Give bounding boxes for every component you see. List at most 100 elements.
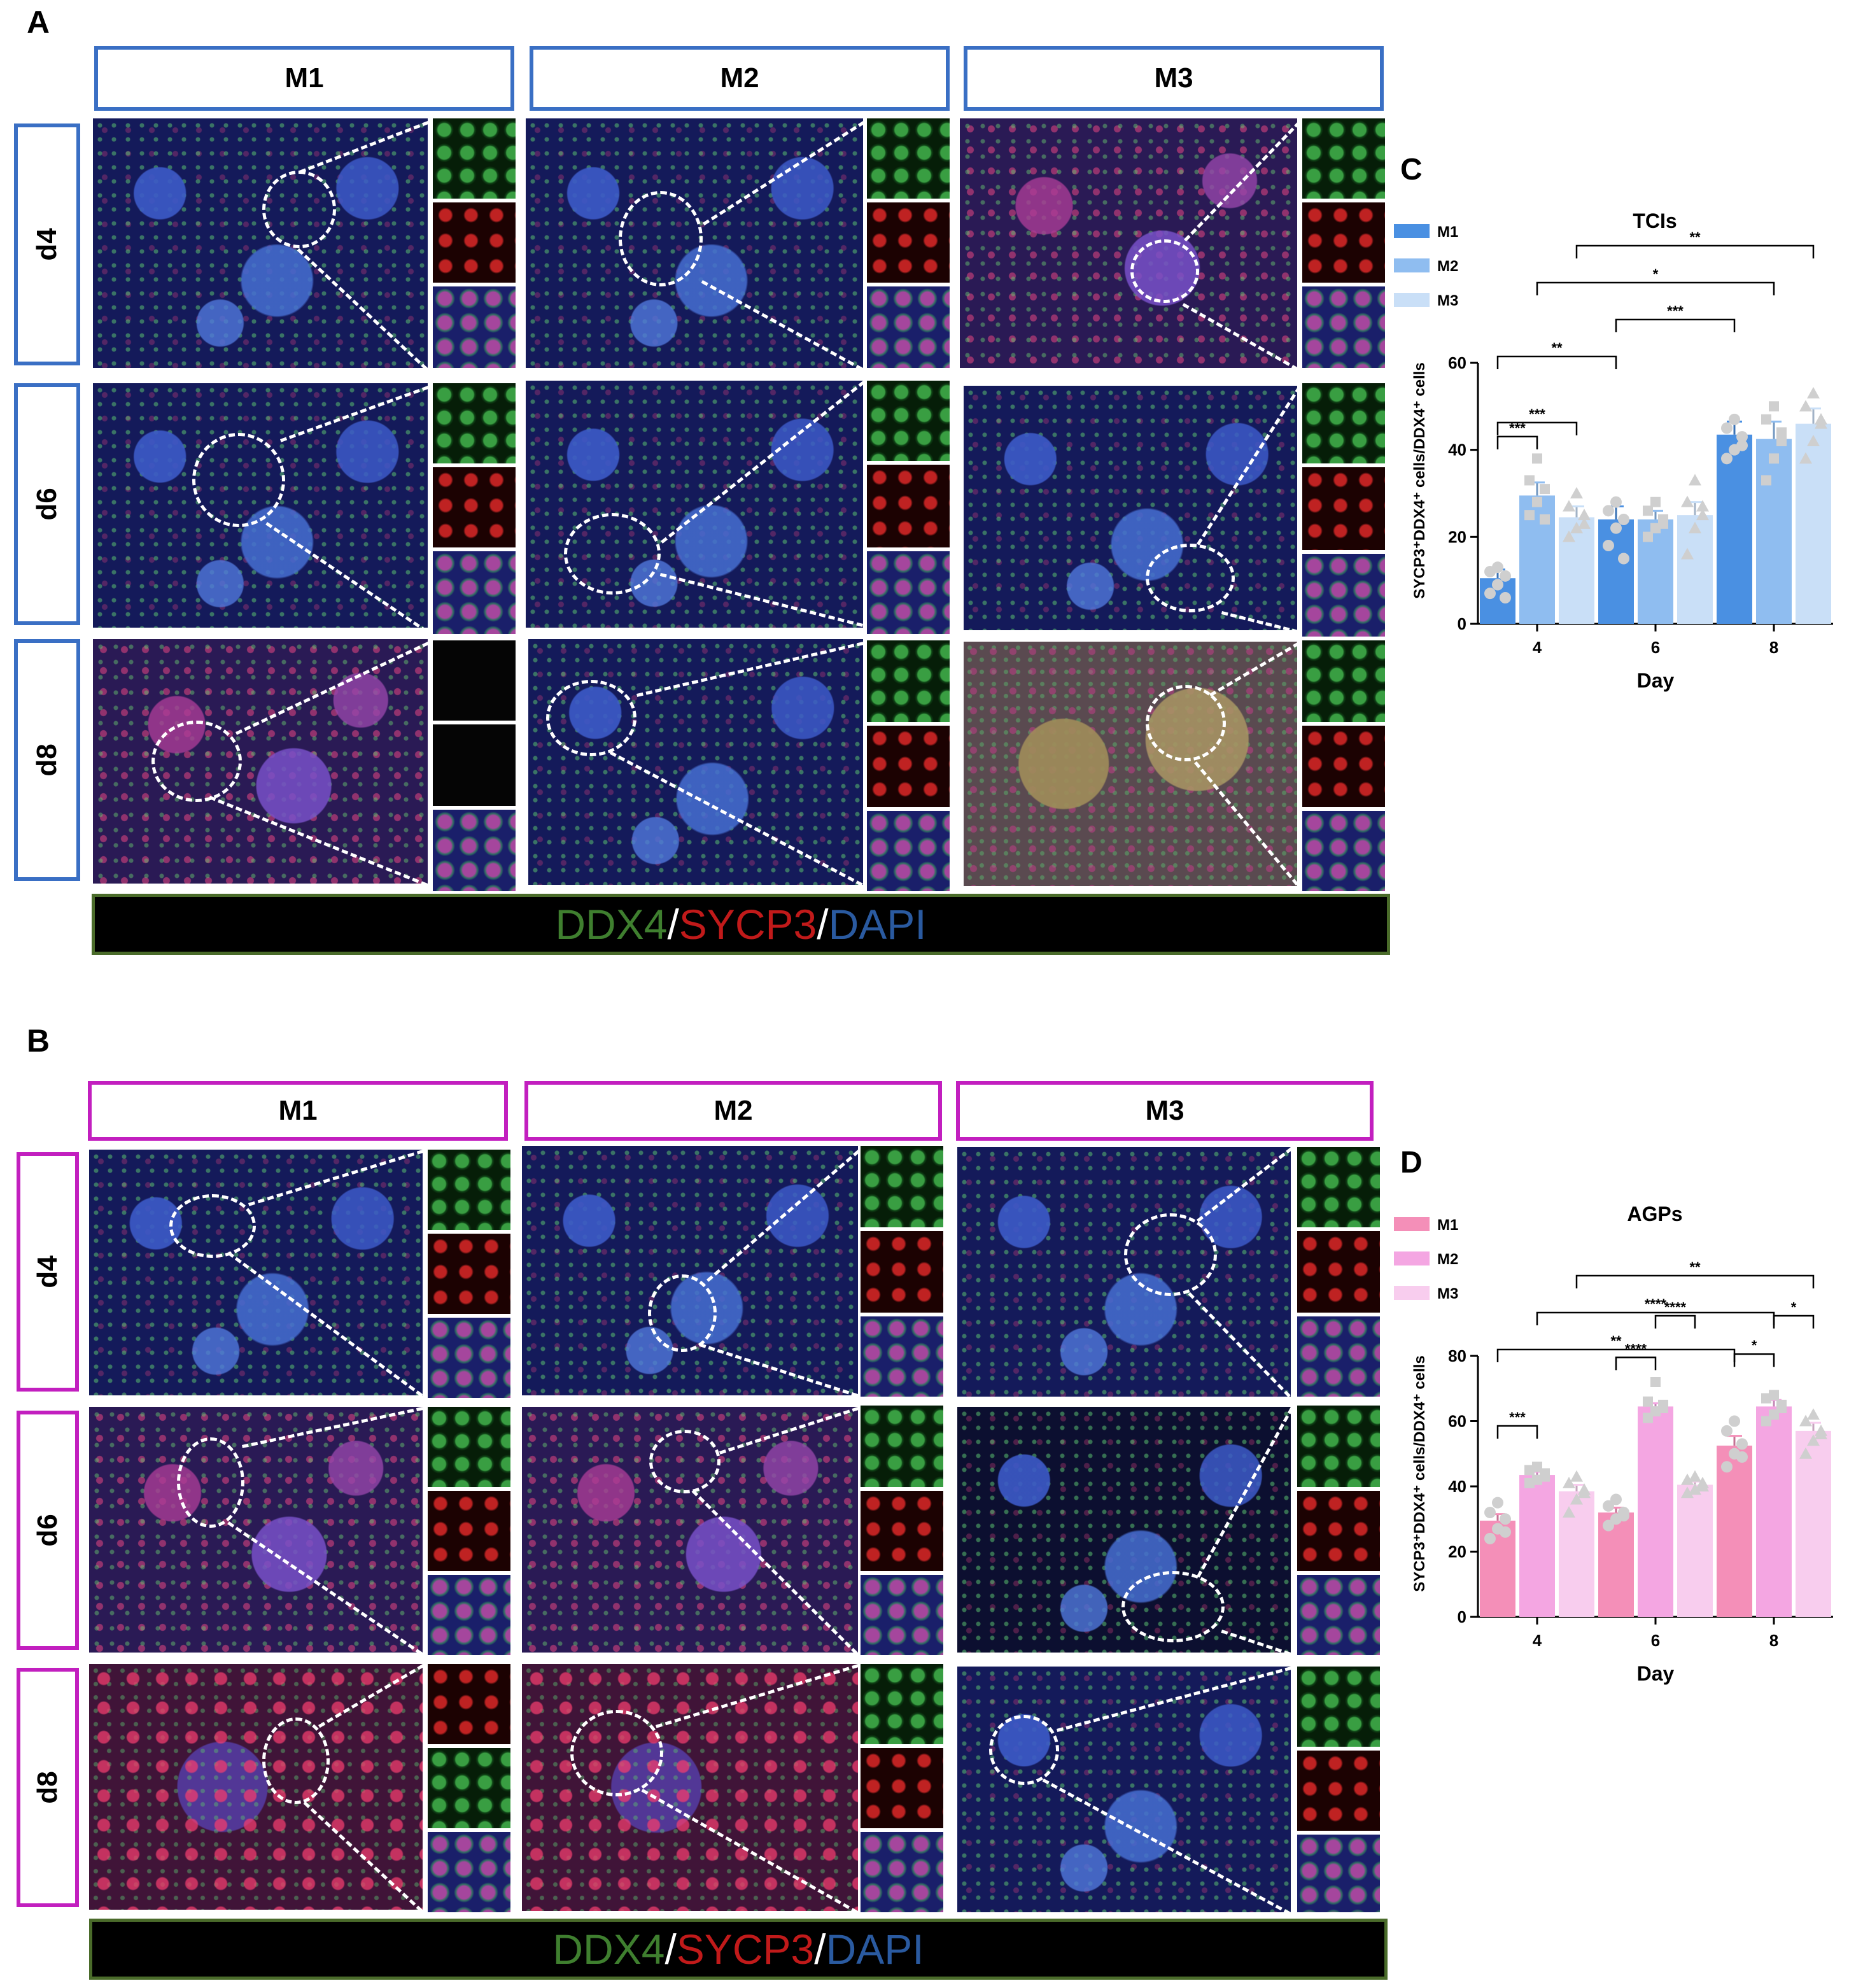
data-point xyxy=(1500,1526,1511,1538)
data-point xyxy=(1618,553,1629,565)
micrograph-a-m3-d8 xyxy=(964,642,1297,886)
data-point xyxy=(1643,505,1653,516)
legend-swatch xyxy=(1394,1251,1430,1265)
micrograph-a-m2-d8 xyxy=(528,639,863,885)
x-tick-label: 8 xyxy=(1769,1631,1778,1650)
significance-label: *** xyxy=(1509,1409,1526,1425)
inset-a-m2-d4-merge xyxy=(867,286,950,368)
data-point xyxy=(1603,1519,1614,1532)
data-point xyxy=(1610,1493,1622,1505)
significance-label: ** xyxy=(1689,229,1701,245)
panel-b-stain-legend: DDX4/SYCP3/DAPI xyxy=(89,1919,1388,1980)
chart-title: AGPs xyxy=(1627,1202,1682,1225)
inset-b-m1-d8-merge xyxy=(428,1832,510,1912)
bar xyxy=(1796,423,1831,624)
data-point xyxy=(1603,540,1614,551)
inset-a-m2-d6-sycp3 xyxy=(867,465,950,547)
data-point xyxy=(1769,1390,1779,1400)
inset-b-m3-d8-merge xyxy=(1297,1835,1380,1912)
micrograph-a-m3-d4 xyxy=(960,118,1297,368)
inset-b-m3-d4-merge xyxy=(1297,1316,1380,1397)
data-point xyxy=(1689,521,1701,533)
data-point xyxy=(1736,1438,1748,1450)
micrograph-b-m2-d4 xyxy=(522,1146,858,1395)
significance-bracket xyxy=(1496,1425,1538,1439)
data-point xyxy=(1524,475,1535,486)
data-point xyxy=(1500,1513,1511,1525)
data-point xyxy=(1540,484,1550,495)
data-point xyxy=(1610,522,1622,534)
significance-label: * xyxy=(1791,1299,1797,1315)
inset-b-m2-d6-merge xyxy=(861,1575,943,1655)
micrograph-a-m3-d6 xyxy=(964,386,1297,630)
data-point xyxy=(1776,436,1787,446)
inset-a-m3-d4-merge xyxy=(1302,286,1385,368)
row-label-text: d6 xyxy=(31,488,62,521)
inset-a-m1-d8-merge xyxy=(433,810,516,891)
inset-b-m3-d4-sycp3 xyxy=(1297,1231,1380,1313)
inset-a-m3-d6-ddx4 xyxy=(1302,383,1385,463)
significance-label: * xyxy=(1653,266,1659,282)
significance-bracket xyxy=(1615,1357,1657,1371)
data-point xyxy=(1736,439,1748,451)
bar xyxy=(1519,1475,1555,1617)
data-point xyxy=(1721,453,1733,465)
zoom-circle xyxy=(1121,1571,1225,1642)
y-tick-label: 40 xyxy=(1448,1477,1466,1496)
zoom-circle xyxy=(648,1274,717,1352)
data-point xyxy=(1729,413,1740,425)
data-point xyxy=(1736,1451,1748,1463)
data-point xyxy=(1563,530,1575,542)
inset-b-m1-d4-sycp3 xyxy=(428,1234,510,1314)
x-tick-label: 6 xyxy=(1651,1631,1660,1650)
data-point xyxy=(1776,1403,1787,1413)
inset-b-m1-d4-ddx4 xyxy=(428,1150,510,1230)
bar xyxy=(1796,1430,1831,1617)
micrograph-a-m1-d4 xyxy=(93,118,428,368)
data-point xyxy=(1484,1533,1496,1544)
inset-b-m2-d4-sycp3 xyxy=(861,1231,943,1313)
data-point xyxy=(1736,431,1748,443)
zoom-circle xyxy=(1130,239,1199,303)
inset-a-m2-d8-merge xyxy=(867,811,950,891)
inset-a-m2-d8-ddx4 xyxy=(867,640,950,722)
panel-a-row-label-d6: d6 xyxy=(14,383,80,625)
data-point xyxy=(1807,1434,1820,1446)
y-axis-label: SYCP3⁺DDX4⁺ cells/DDX4⁺ cells xyxy=(1411,1355,1428,1592)
row-label-text: d8 xyxy=(31,744,62,777)
zoom-circle xyxy=(262,1717,330,1804)
zoom-circle xyxy=(1124,1213,1217,1296)
data-point xyxy=(1681,1473,1694,1485)
inset-b-m1-d6-merge xyxy=(428,1575,510,1655)
inset-b-m2-d8-sycp3 xyxy=(861,1748,943,1828)
bar xyxy=(1598,519,1634,624)
inset-b-m3-d6-ddx4 xyxy=(1297,1406,1380,1487)
legend-entry: M2 xyxy=(1437,258,1458,275)
data-point xyxy=(1650,497,1661,507)
stain-separator: / xyxy=(664,1926,677,1973)
chart-c-tcis: C TCIs M1 M2 M3 0 20 40 60 4 6 8 Day SYCP3⁺DDX4⁺ cell… xyxy=(1394,153,1833,692)
panel-letter-b: B xyxy=(27,1023,50,1059)
significance-label: * xyxy=(1752,1337,1757,1353)
data-point xyxy=(1578,517,1591,529)
panel-a-column-header-m1: M1 xyxy=(94,46,514,111)
micrograph-a-m2-d6 xyxy=(526,381,863,628)
stain-dapi-label: DAPI xyxy=(826,1926,924,1973)
y-axis-label: SYCP3⁺DDX4⁺ cells/DDX4⁺ cells xyxy=(1411,362,1428,599)
panel-b-row-label-d8: d8 xyxy=(17,1668,79,1907)
data-point xyxy=(1578,509,1591,521)
stain-sycp3-label: SYCP3 xyxy=(676,1926,815,1973)
bar xyxy=(1756,439,1792,624)
data-point xyxy=(1563,500,1575,512)
micrograph-b-m1-d4 xyxy=(89,1150,423,1395)
data-point xyxy=(1532,1462,1542,1472)
data-point xyxy=(1532,497,1542,507)
micrograph-b-m3-d4 xyxy=(957,1147,1291,1397)
inset-b-m1-d4-merge xyxy=(428,1318,510,1398)
significance-bracket xyxy=(1496,435,1538,449)
inset-a-m3-d6-merge xyxy=(1302,554,1385,637)
stain-ddx4-label: DDX4 xyxy=(555,901,668,948)
y-tick-label: 60 xyxy=(1448,353,1466,372)
data-point xyxy=(1570,487,1583,498)
panel-a-column-header-m2: M2 xyxy=(530,46,950,111)
